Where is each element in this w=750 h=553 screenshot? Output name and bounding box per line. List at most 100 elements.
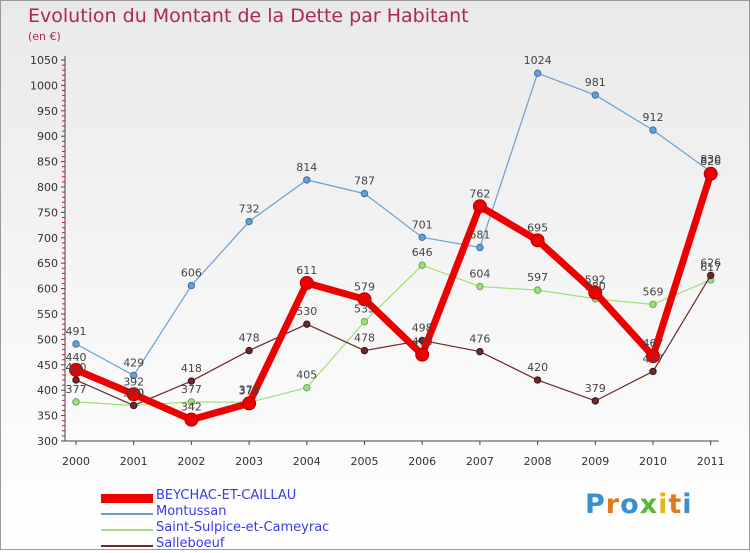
data-point-montussan [591, 91, 599, 99]
data-point-montussan [476, 243, 484, 252]
data-label: 579 [354, 280, 375, 293]
y-tick-label: 550 [37, 308, 58, 321]
data-label: 440 [66, 351, 87, 364]
data-point-salleboeuf [591, 397, 599, 405]
data-label: 617 [700, 261, 721, 274]
data-point-salleboeuf [707, 271, 715, 280]
logo-letter: P [585, 489, 606, 520]
data-label: 476 [469, 333, 490, 346]
x-tick-label: 2000 [62, 455, 90, 468]
legend-swatch [101, 513, 153, 515]
y-tick-label: 350 [37, 410, 58, 423]
data-label: 695 [527, 221, 548, 234]
data-label: 681 [469, 228, 490, 241]
data-label: 787 [354, 175, 375, 188]
x-tick-label: 2005 [351, 455, 379, 468]
data-point-montussan [303, 176, 311, 184]
legend-label: Montussan [156, 504, 227, 519]
data-point-salleboeuf [649, 367, 657, 376]
y-tick-label: 650 [37, 257, 58, 270]
data-label: 530 [296, 305, 317, 318]
y-tick-label: 800 [37, 181, 58, 194]
data-label: 646 [412, 246, 433, 259]
data-label: 535 [354, 303, 375, 316]
data-point-beychac-et-caillau [357, 292, 372, 307]
proxiti-logo: Proxiti [585, 489, 693, 520]
data-label: 981 [585, 76, 606, 89]
data-label: 392 [123, 375, 144, 388]
data-point-salleboeuf [360, 346, 369, 355]
x-tick-label: 2007 [466, 455, 494, 468]
legend-swatch [101, 529, 153, 531]
data-label: 370 [123, 386, 144, 399]
data-point-beychac-et-caillau [126, 387, 141, 402]
x-tick-label: 2011 [697, 455, 725, 468]
data-point-salleboeuf [533, 376, 542, 384]
y-tick-label: 900 [37, 130, 58, 143]
data-point-montussan [418, 233, 426, 241]
data-label: 1024 [524, 54, 552, 67]
data-label: 912 [643, 111, 664, 124]
data-point-beychac-et-caillau [703, 166, 718, 181]
data-label: 597 [527, 271, 548, 284]
data-point-beychac-et-caillau [415, 347, 430, 362]
y-tick-label: 600 [37, 283, 58, 296]
data-point-montussan [72, 340, 80, 348]
data-point-saint-sulpice-et-cameyrac [418, 261, 426, 269]
data-point-beychac-et-caillau [530, 233, 545, 248]
x-tick-label: 2004 [293, 455, 321, 468]
data-label: 437 [643, 352, 664, 365]
y-tick-label: 1050 [30, 54, 58, 67]
data-label: 377 [66, 383, 87, 396]
data-label: 762 [469, 187, 490, 200]
data-label: 377 [181, 383, 202, 396]
data-point-salleboeuf [245, 346, 253, 355]
data-point-salleboeuf [130, 401, 138, 410]
data-label: 592 [585, 274, 606, 287]
y-tick-label: 400 [37, 384, 58, 397]
y-tick-label: 450 [37, 359, 58, 372]
data-point-beychac-et-caillau [588, 285, 603, 300]
logo-letter: i [658, 489, 669, 520]
data-label: 420 [527, 361, 548, 374]
data-label: 830 [700, 153, 721, 166]
chart-title: Evolution du Montant de la Dette par Hab… [28, 5, 469, 27]
y-tick-label: 1000 [30, 79, 58, 92]
x-tick-label: 2009 [581, 455, 609, 468]
data-label: 478 [354, 332, 375, 345]
data-point-saint-sulpice-et-cameyrac [360, 317, 369, 326]
data-point-saint-sulpice-et-cameyrac [303, 383, 311, 392]
y-tick-label: 500 [37, 333, 58, 346]
data-point-montussan [533, 69, 542, 77]
data-label: 611 [296, 264, 317, 277]
data-point-montussan [130, 371, 138, 380]
data-label: 580 [585, 280, 606, 293]
legend-swatch [101, 493, 153, 503]
data-point-beychac-et-caillau [69, 362, 83, 377]
data-label: 470 [412, 336, 433, 349]
x-tick-label: 2002 [177, 455, 205, 468]
data-point-montussan [649, 126, 657, 134]
data-point-salleboeuf [476, 347, 484, 356]
data-label: 379 [585, 382, 606, 395]
data-label: 429 [123, 356, 144, 369]
x-tick-label: 2001 [120, 455, 148, 468]
x-tick-label: 2006 [408, 455, 436, 468]
data-point-saint-sulpice-et-cameyrac [649, 300, 657, 309]
y-tick-label: 850 [37, 156, 58, 169]
data-point-beychac-et-caillau [646, 349, 660, 364]
logo-letter: t [668, 489, 683, 520]
y-tick-label: 950 [37, 105, 58, 118]
x-tick-label: 2008 [524, 455, 552, 468]
data-point-salleboeuf [187, 377, 196, 385]
series-line-montussan [75, 72, 712, 377]
data-label: 626 [700, 256, 721, 269]
data-label: 467 [643, 337, 664, 350]
logo-letter: r [605, 489, 621, 520]
legend-label: BEYCHAC-ET-CAILLAU [156, 488, 297, 503]
data-label: 491 [66, 325, 87, 338]
data-label: 569 [643, 285, 664, 298]
data-label: 374 [239, 384, 260, 397]
data-point-saint-sulpice-et-cameyrac [533, 286, 542, 294]
